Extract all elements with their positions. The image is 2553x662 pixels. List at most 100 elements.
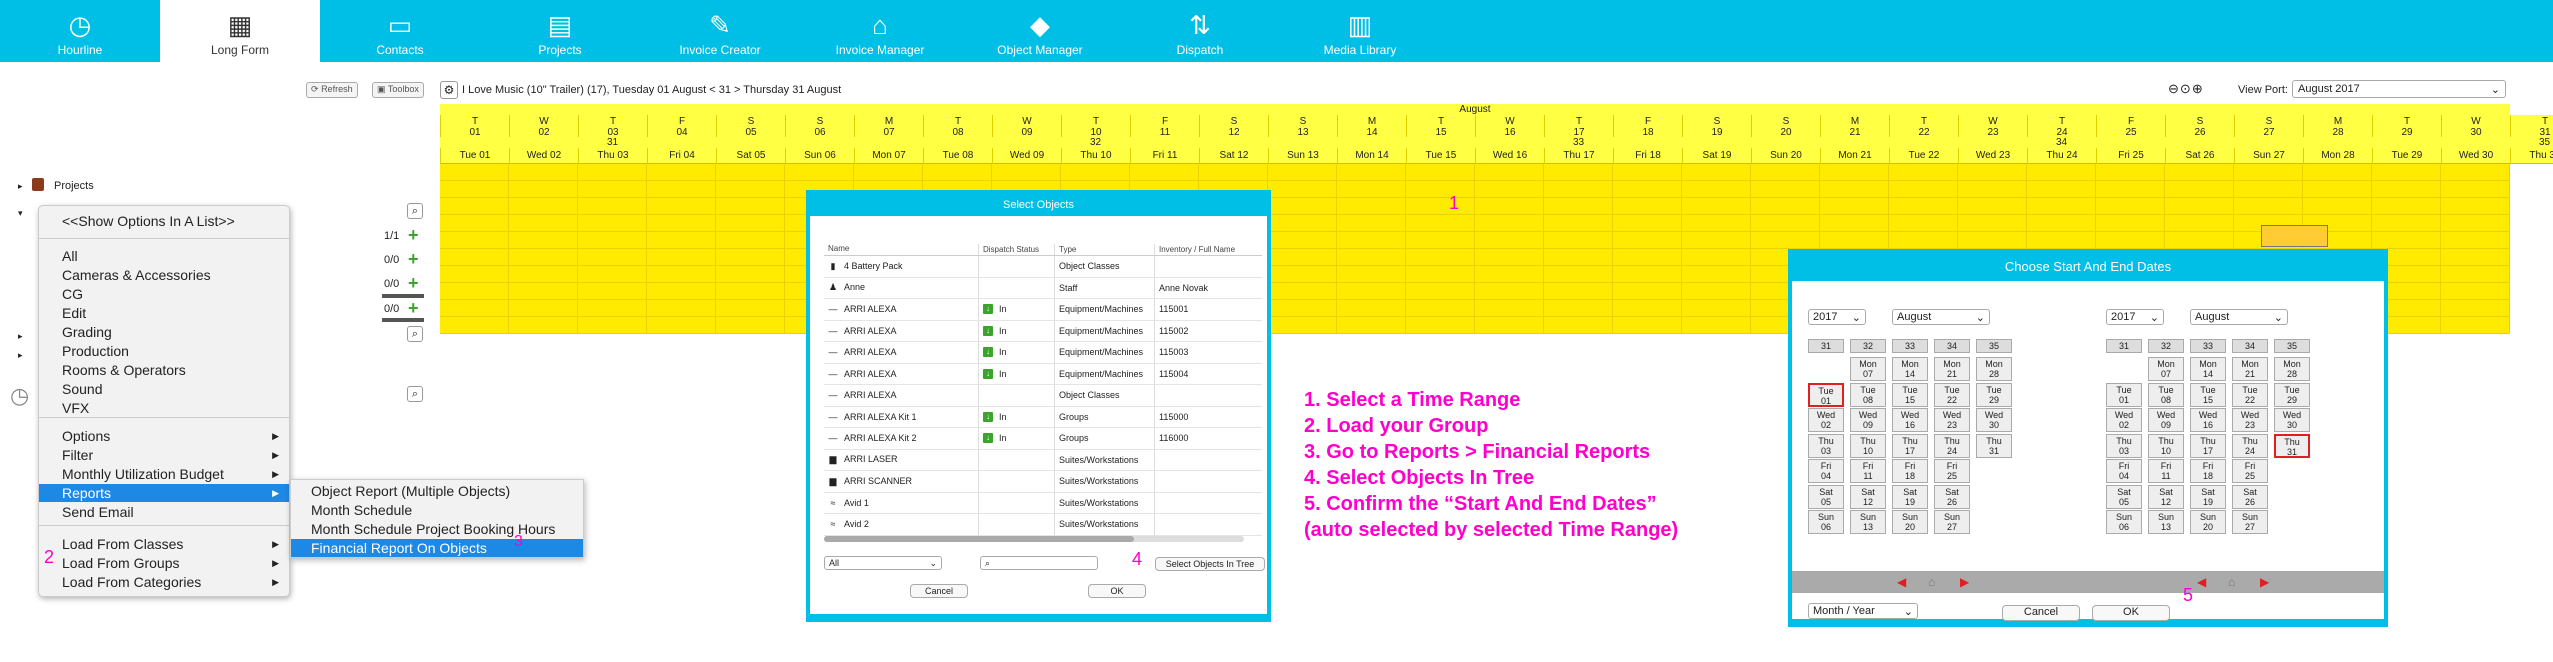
nav-tab-hourline[interactable]: ◷ Hourline	[0, 0, 160, 62]
date-cell[interactable]: Tue 15	[1406, 148, 1475, 164]
day-cell[interactable]: Fri 18	[1892, 459, 1928, 483]
day-cell[interactable]: Sat 26	[1934, 484, 1970, 509]
table-row[interactable]: — ARRI ALEXA Object Classes	[824, 385, 1262, 407]
date-cell[interactable]: Sun 13	[1268, 148, 1337, 164]
date-cell[interactable]: Tue 08	[923, 148, 992, 164]
date-cell[interactable]: Wed 30	[2441, 148, 2510, 164]
col-type[interactable]: Type	[1054, 244, 1154, 255]
cancel-button[interactable]: Cancel	[910, 584, 968, 598]
date-cell[interactable]: Thu 10	[1061, 148, 1130, 164]
day-cell[interactable]: Sat 26	[2232, 484, 2268, 509]
menu-item-load-from-groups[interactable]: Load From Groups ▶	[39, 554, 289, 572]
date-cell[interactable]: Wed 02	[509, 148, 578, 164]
refresh-button[interactable]: ⟳ Refresh	[306, 82, 358, 98]
horizontal-scrollbar[interactable]	[824, 536, 1244, 542]
day-cell[interactable]: Wed 02	[2106, 408, 2142, 432]
day-cell[interactable]: Tue 15	[2190, 382, 2226, 407]
day-cell[interactable]: Thu 10	[1850, 433, 1886, 458]
day-cell[interactable]: Fri 04	[2106, 459, 2142, 483]
date-cell[interactable]: Tue 22	[1889, 148, 1958, 164]
menu-item-reports[interactable]: Reports ▶	[39, 484, 289, 502]
submenu-item[interactable]: Object Report (Multiple Objects)	[311, 483, 511, 499]
table-row[interactable]: — ARRI ALEXA ↓ In Equipment/Machines 115002	[824, 320, 1262, 342]
table-row[interactable]: — ARRI ALEXA ↓ In Equipment/Machines 115004	[824, 363, 1262, 385]
menu-item-group[interactable]: Sound	[62, 381, 103, 397]
add-icon[interactable]: +	[408, 249, 419, 269]
table-row[interactable]: ≈ Avid 1 Suites/Workstations	[824, 492, 1262, 514]
menu-item-group[interactable]: Edit	[62, 305, 87, 321]
table-row[interactable]: ▆ ARRI LASER Suites/Workstations	[824, 449, 1262, 471]
week-number[interactable]: 34	[2232, 339, 2268, 353]
table-row[interactable]: — ARRI ALEXA Kit 2 ↓ In Groups 116000	[824, 428, 1262, 450]
submenu-item[interactable]: Month Schedule	[311, 502, 413, 518]
week-number[interactable]: 33	[2190, 339, 2226, 353]
date-cell[interactable]: Fri 04	[647, 148, 716, 164]
col-inventory[interactable]: Inventory / Full Name	[1154, 244, 1254, 255]
date-cell[interactable]: Fri 11	[1130, 148, 1199, 164]
day-cell[interactable]: Wed 09	[2148, 408, 2184, 432]
day-cell[interactable]: Wed 23	[1934, 408, 1970, 432]
filter-select[interactable]: All ⌄	[824, 556, 942, 570]
nav-tab-contacts[interactable]: ▭ Contacts	[320, 0, 480, 62]
day-cell[interactable]: Wed 23	[2232, 408, 2268, 432]
day-cell[interactable]: Sat 05	[2106, 484, 2142, 509]
date-cell[interactable]: Tue 01	[440, 148, 509, 164]
week-number[interactable]: 32	[1850, 339, 1886, 353]
table-row[interactable]: — ARRI ALEXA ↓ In Equipment/Machines 115001	[824, 299, 1262, 321]
week-number[interactable]: 32	[2148, 339, 2184, 353]
date-cell[interactable]: Fri 25	[2096, 148, 2165, 164]
day-cell[interactable]: Fri 25	[1934, 459, 1970, 483]
ok-button[interactable]: OK	[2092, 605, 2170, 621]
home-icon[interactable]: ⌂	[1928, 575, 1936, 589]
day-cell[interactable]: Thu 24	[2232, 433, 2268, 458]
day-cell[interactable]: Mon 28	[2274, 357, 2310, 381]
col-dispatch[interactable]: Dispatch Status	[978, 244, 1054, 255]
date-cell[interactable]: Thu 17	[1544, 148, 1613, 164]
table-row[interactable]: ≈ Avid 2 Suites/Workstations	[824, 514, 1262, 536]
day-cell[interactable]: Thu 17	[2190, 433, 2226, 458]
date-cell[interactable]: Sat 19	[1682, 148, 1751, 164]
day-cell[interactable]: Wed 02	[1808, 408, 1844, 432]
date-cell[interactable]: Sun 27	[2234, 148, 2303, 164]
week-number[interactable]: 31	[1808, 339, 1844, 353]
submenu-item[interactable]: Financial Report On Objects	[291, 539, 583, 557]
menu-item-group[interactable]: Rooms & Operators	[62, 362, 186, 378]
date-cell[interactable]: Mon 21	[1820, 148, 1889, 164]
menu-item-group[interactable]: VFX	[62, 400, 90, 416]
submenu-item[interactable]: Month Schedule Project Booking Hours	[311, 521, 556, 537]
day-cell[interactable]: Mon 14	[2190, 357, 2226, 381]
nav-tab-dispatch[interactable]: ⇅ Dispatch	[1120, 0, 1280, 62]
day-cell[interactable]: Sun 13	[2148, 510, 2184, 534]
month-select[interactable]: August ⌄	[2190, 309, 2288, 325]
nav-tab-media-library[interactable]: ▥ Media Library	[1280, 0, 1440, 62]
day-cell[interactable]: Sat 12	[2148, 484, 2184, 509]
select-objects-in-tree-button[interactable]: Select Objects In Tree	[1155, 557, 1265, 571]
day-cell[interactable]: Mon 28	[1976, 357, 2012, 381]
day-cell[interactable]: Sun 20	[2190, 510, 2226, 534]
day-cell[interactable]: Thu 31	[1976, 433, 2012, 458]
add-icon[interactable]: +	[408, 225, 419, 245]
menu-item-send-email[interactable]: Send Email	[39, 503, 289, 521]
ok-button[interactable]: OK	[1088, 584, 1146, 598]
search-input[interactable]: ⌕	[980, 556, 1098, 570]
cancel-button[interactable]: Cancel	[2002, 605, 2080, 621]
day-cell[interactable]: Sun 06	[2106, 510, 2142, 534]
table-row[interactable]: ♟ Anne Staff Anne Novak	[824, 277, 1262, 299]
scroll-thumb[interactable]	[824, 536, 1134, 542]
date-cell[interactable]: Sat 05	[716, 148, 785, 164]
day-cell[interactable]: Mon 07	[1850, 357, 1886, 381]
search-icon[interactable]: ⌕	[407, 386, 423, 402]
tree-item-projects[interactable]: Projects	[54, 180, 94, 192]
day-cell[interactable]: Tue 01	[1808, 382, 1844, 407]
day-cell[interactable]: Sat 05	[1808, 484, 1844, 509]
day-cell[interactable]: Wed 30	[2274, 408, 2310, 432]
expand-icon[interactable]: ▸	[18, 181, 23, 191]
day-cell[interactable]: Fri 11	[1850, 459, 1886, 483]
day-cell[interactable]: Tue 29	[2274, 382, 2310, 407]
menu-item-options[interactable]: Options ▶	[39, 427, 289, 445]
gear-icon[interactable]: ⚙	[440, 81, 458, 99]
date-cell[interactable]: Sun 20	[1751, 148, 1820, 164]
week-number[interactable]: 35	[2274, 339, 2310, 353]
day-cell[interactable]: Tue 22	[1934, 382, 1970, 407]
day-cell[interactable]: Thu 31	[2274, 433, 2310, 458]
